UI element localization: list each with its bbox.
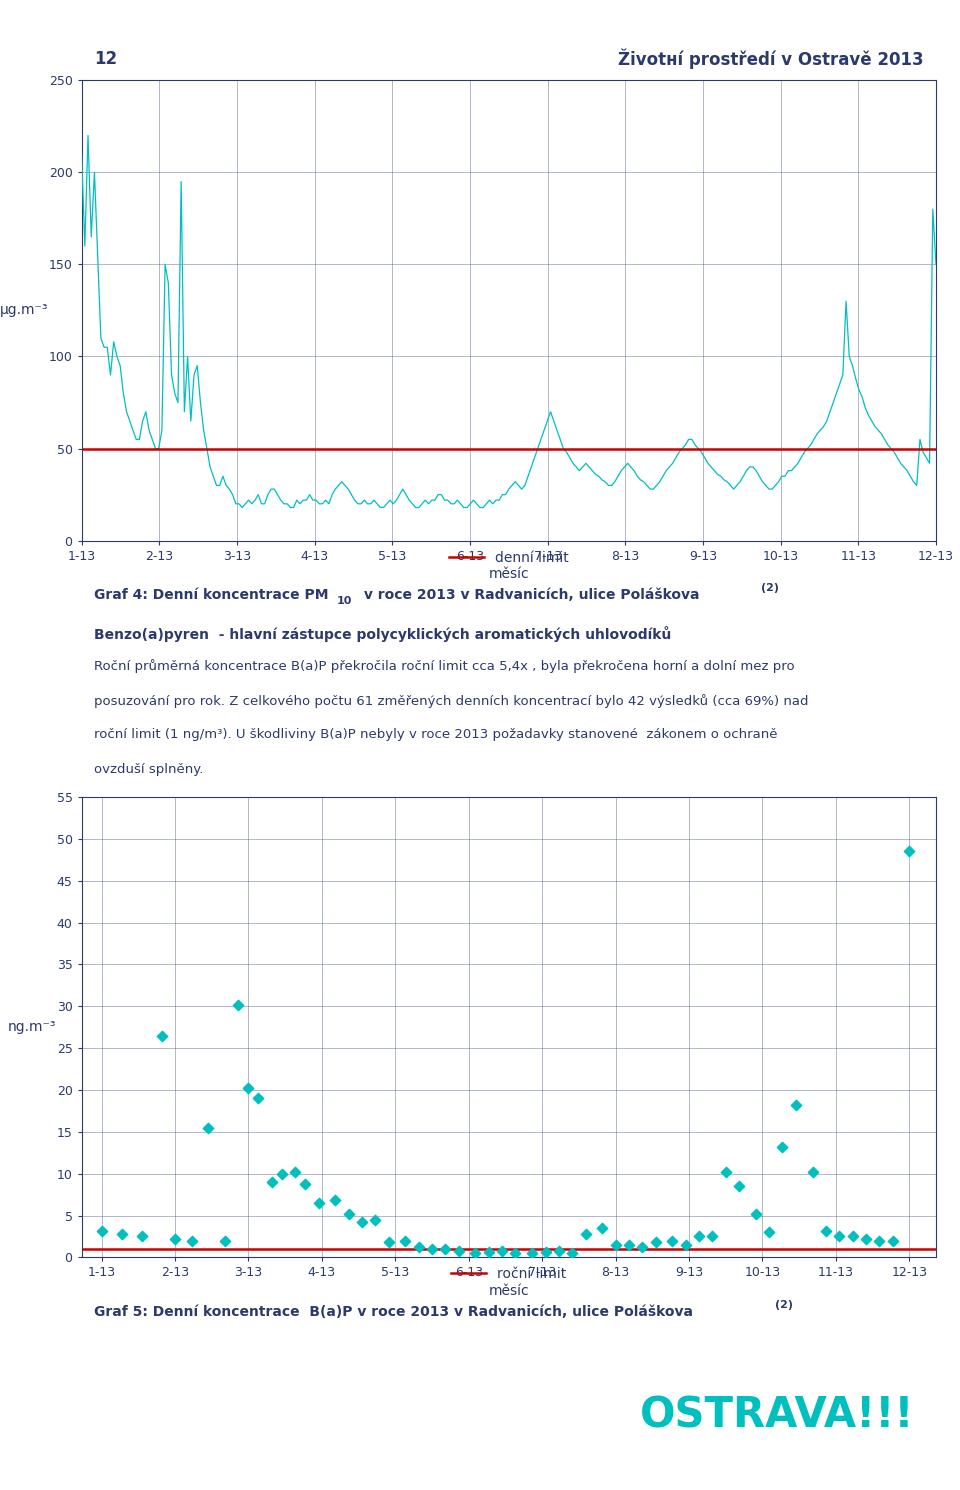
Point (524, 1241, 540, 1265)
Point (114, 1222, 130, 1246)
Text: 10: 10 (336, 596, 351, 606)
Point (134, 1225, 150, 1249)
Point (761, 1220, 777, 1244)
Point (594, 1216, 610, 1240)
Point (858, 1228, 874, 1252)
Point (424, 1237, 440, 1261)
Text: (2): (2) (776, 1299, 793, 1310)
Point (94, 1219, 109, 1243)
Point (354, 1210, 370, 1234)
Point (275, 1162, 290, 1186)
Text: v roce 2013 v Radvanicích, ulice Poláškova: v roce 2013 v Radvanicích, ulice Poláško… (359, 589, 700, 602)
Text: Benzo(a)pyren  - hlavní zástupce polycyklických aromatických uhlovodíků: Benzo(a)pyren - hlavní zástupce polycykl… (94, 626, 672, 642)
X-axis label: měsíc: měsíc (489, 1283, 529, 1298)
Point (288, 1161, 303, 1185)
Text: Životнí prostředí v Ostravě 2013: Životнí prostředí v Ostravě 2013 (617, 49, 924, 69)
Text: Roční průměrná koncentrace B(a)P překročila roční limit cca 5,4x , byla překroče: Roční průměrná koncentrace B(a)P překroč… (94, 659, 795, 673)
Point (311, 1191, 326, 1214)
Point (818, 1219, 833, 1243)
Point (901, 839, 917, 863)
Point (438, 1237, 453, 1261)
Point (678, 1232, 693, 1256)
Point (732, 1174, 747, 1198)
Point (217, 1229, 232, 1253)
Point (845, 1225, 860, 1249)
Point (831, 1225, 847, 1249)
Text: ovzduší splněny.: ovzduší splněny. (94, 763, 204, 775)
Text: OSTRAVA!!!: OSTRAVA!!! (640, 1395, 915, 1436)
Text: roční limit (1 ng/m³). U škodliviny B(a)P nebyly v roce 2013 požadavky stanovené: roční limit (1 ng/m³). U škodliviny B(a)… (94, 729, 778, 741)
Point (538, 1241, 553, 1265)
Point (804, 1161, 820, 1185)
Point (381, 1231, 396, 1255)
Point (635, 1235, 650, 1259)
Point (788, 1094, 804, 1118)
Point (718, 1161, 733, 1185)
Point (241, 1076, 256, 1100)
Point (872, 1229, 887, 1253)
Y-axis label: ng.m⁻³: ng.m⁻³ (8, 1021, 56, 1034)
Text: Graf 5: Denní koncentrace  B(a)P v roce 2013 v Radvanicích, ulice Poláškova: Graf 5: Denní koncentrace B(a)P v roce 2… (94, 1305, 693, 1319)
Point (648, 1231, 663, 1255)
Point (775, 1135, 790, 1159)
Y-axis label: µg.m⁻³: µg.m⁻³ (0, 304, 48, 317)
Point (341, 1202, 356, 1226)
Point (327, 1189, 343, 1213)
Point (451, 1238, 467, 1262)
Text: Graf 4: Denní koncentrace PM: Graf 4: Denní koncentrace PM (94, 589, 329, 602)
Point (298, 1171, 313, 1195)
Point (184, 1229, 200, 1253)
Text: (2): (2) (761, 583, 779, 593)
Point (397, 1229, 413, 1253)
Point (691, 1225, 707, 1249)
Point (748, 1202, 763, 1226)
Legend: denní limit: denní limit (449, 550, 568, 565)
Point (481, 1241, 496, 1265)
Point (608, 1232, 623, 1256)
Text: 12: 12 (94, 49, 117, 67)
Point (201, 1116, 216, 1140)
Point (251, 1086, 266, 1110)
Point (494, 1238, 510, 1262)
Point (230, 992, 246, 1016)
Point (264, 1170, 279, 1193)
X-axis label: měsíc: měsíc (489, 566, 529, 581)
Point (411, 1235, 426, 1259)
Point (705, 1225, 720, 1249)
Legend: roční limit: roční limit (451, 1268, 566, 1281)
Point (468, 1241, 483, 1265)
Point (621, 1232, 636, 1256)
Point (564, 1241, 580, 1265)
Point (508, 1241, 523, 1265)
Text: posuzování pro rok. Z celkového počtu 61 změřených denních koncentrací bylo 42 v: posuzování pro rok. Z celkového počtu 61… (94, 694, 809, 708)
Point (885, 1229, 900, 1253)
Point (578, 1222, 593, 1246)
Point (551, 1238, 566, 1262)
Point (154, 1024, 169, 1047)
Point (167, 1228, 182, 1252)
Point (368, 1208, 383, 1232)
Point (664, 1229, 680, 1253)
